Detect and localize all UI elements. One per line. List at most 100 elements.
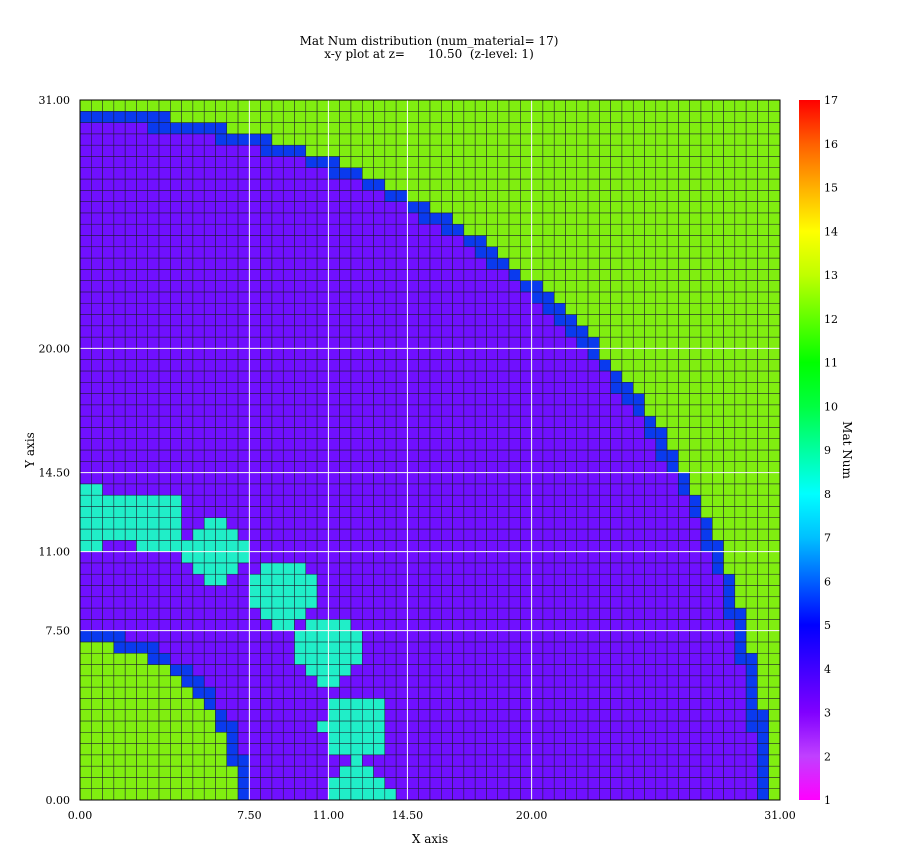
heatmap-cell [666, 336, 679, 349]
heatmap-cell [294, 461, 307, 473]
heatmap-cell [723, 664, 736, 677]
heatmap-cell [610, 788, 623, 801]
heatmap-cell [328, 652, 340, 665]
heatmap-cell [441, 472, 453, 485]
heatmap-cell [102, 133, 115, 146]
heatmap-cell [452, 427, 465, 439]
heatmap-cell [768, 461, 781, 473]
heatmap-cell [215, 573, 228, 586]
heatmap-cell [136, 461, 148, 473]
heatmap-cell [452, 314, 465, 327]
heatmap-cell [418, 393, 431, 406]
heatmap-cell [497, 269, 510, 281]
heatmap-cell [407, 415, 419, 428]
heatmap-cell [373, 585, 386, 598]
heatmap-cell [294, 201, 307, 214]
heatmap-cell [621, 246, 634, 259]
heatmap-cell [395, 698, 408, 710]
heatmap-cell [441, 167, 453, 180]
heatmap-cell [666, 359, 679, 372]
heatmap-cell [102, 732, 115, 744]
heatmap-cell [215, 111, 228, 123]
heatmap-cell [666, 540, 679, 552]
heatmap-cell [610, 246, 623, 259]
heatmap-cell [226, 483, 239, 496]
heatmap-cell [678, 585, 690, 598]
heatmap-cell [553, 675, 566, 688]
heatmap-cell [249, 765, 261, 778]
heatmap-cell [407, 788, 419, 801]
heatmap-cell [520, 607, 532, 620]
heatmap-cell [271, 348, 284, 360]
heatmap-cell [395, 585, 408, 598]
heatmap-cell [203, 156, 216, 168]
heatmap-cell [474, 348, 487, 360]
heatmap-cell [712, 698, 724, 710]
heatmap-cell [452, 743, 465, 756]
heatmap-cell [260, 506, 273, 518]
heatmap-cell [429, 257, 442, 270]
heatmap-cell [599, 709, 611, 722]
heatmap-cell [689, 359, 702, 372]
heatmap-cell [226, 156, 239, 168]
heatmap-cell [587, 382, 600, 394]
heatmap-cell [531, 382, 544, 394]
heatmap-cell [655, 111, 668, 123]
heatmap-cell [79, 506, 92, 518]
heatmap-cell [531, 461, 544, 473]
heatmap-cell [542, 167, 555, 180]
heatmap-cell [158, 573, 171, 586]
heatmap-cell [237, 743, 250, 756]
heatmap-cell [260, 178, 273, 191]
heatmap-cell [158, 348, 171, 360]
heatmap-cell [91, 167, 103, 180]
heatmap-cell [260, 517, 273, 530]
heatmap-cell [407, 201, 419, 214]
heatmap-cell [226, 732, 239, 744]
heatmap-cell [339, 280, 352, 293]
heatmap-cell [610, 359, 623, 372]
heatmap-cell [192, 382, 205, 394]
heatmap-cell [644, 483, 657, 496]
heatmap-cell [734, 720, 747, 733]
heatmap-cell [576, 573, 589, 586]
heatmap-cell [181, 461, 194, 473]
heatmap-cell [621, 111, 634, 123]
heatmap-cell [632, 291, 645, 304]
heatmap-cell [384, 269, 397, 281]
heatmap-cell [712, 348, 724, 360]
heatmap-cell [79, 178, 92, 191]
heatmap-cell [192, 415, 205, 428]
heatmap-cell [632, 698, 645, 710]
heatmap-cell [113, 720, 126, 733]
heatmap-cell [768, 415, 781, 428]
heatmap-cell [305, 370, 318, 383]
heatmap-cell [531, 223, 544, 236]
heatmap-cell [678, 223, 690, 236]
heatmap-cell [486, 393, 498, 406]
heatmap-cell [666, 732, 679, 744]
heatmap-cell [282, 223, 295, 236]
heatmap-cell [158, 788, 171, 801]
heatmap-cell [339, 765, 352, 778]
heatmap-cell [700, 167, 713, 180]
heatmap-cell [497, 619, 510, 631]
heatmap-cell [700, 235, 713, 248]
heatmap-cell [486, 720, 498, 733]
heatmap-cell [147, 528, 160, 541]
heatmap-cell [271, 630, 284, 643]
heatmap-cell [282, 698, 295, 710]
heatmap-cell [328, 246, 340, 259]
heatmap-cell [203, 393, 216, 406]
heatmap-cell [305, 235, 318, 248]
heatmap-cell [452, 302, 465, 315]
heatmap-cell [486, 99, 498, 112]
heatmap-cell [271, 314, 284, 327]
heatmap-cell [395, 99, 408, 112]
heatmap-cell [384, 652, 397, 665]
heatmap-cell [542, 765, 555, 778]
heatmap-cell [723, 506, 736, 518]
heatmap-cell [124, 111, 137, 123]
heatmap-cell [497, 144, 510, 157]
heatmap-cell [418, 133, 431, 146]
